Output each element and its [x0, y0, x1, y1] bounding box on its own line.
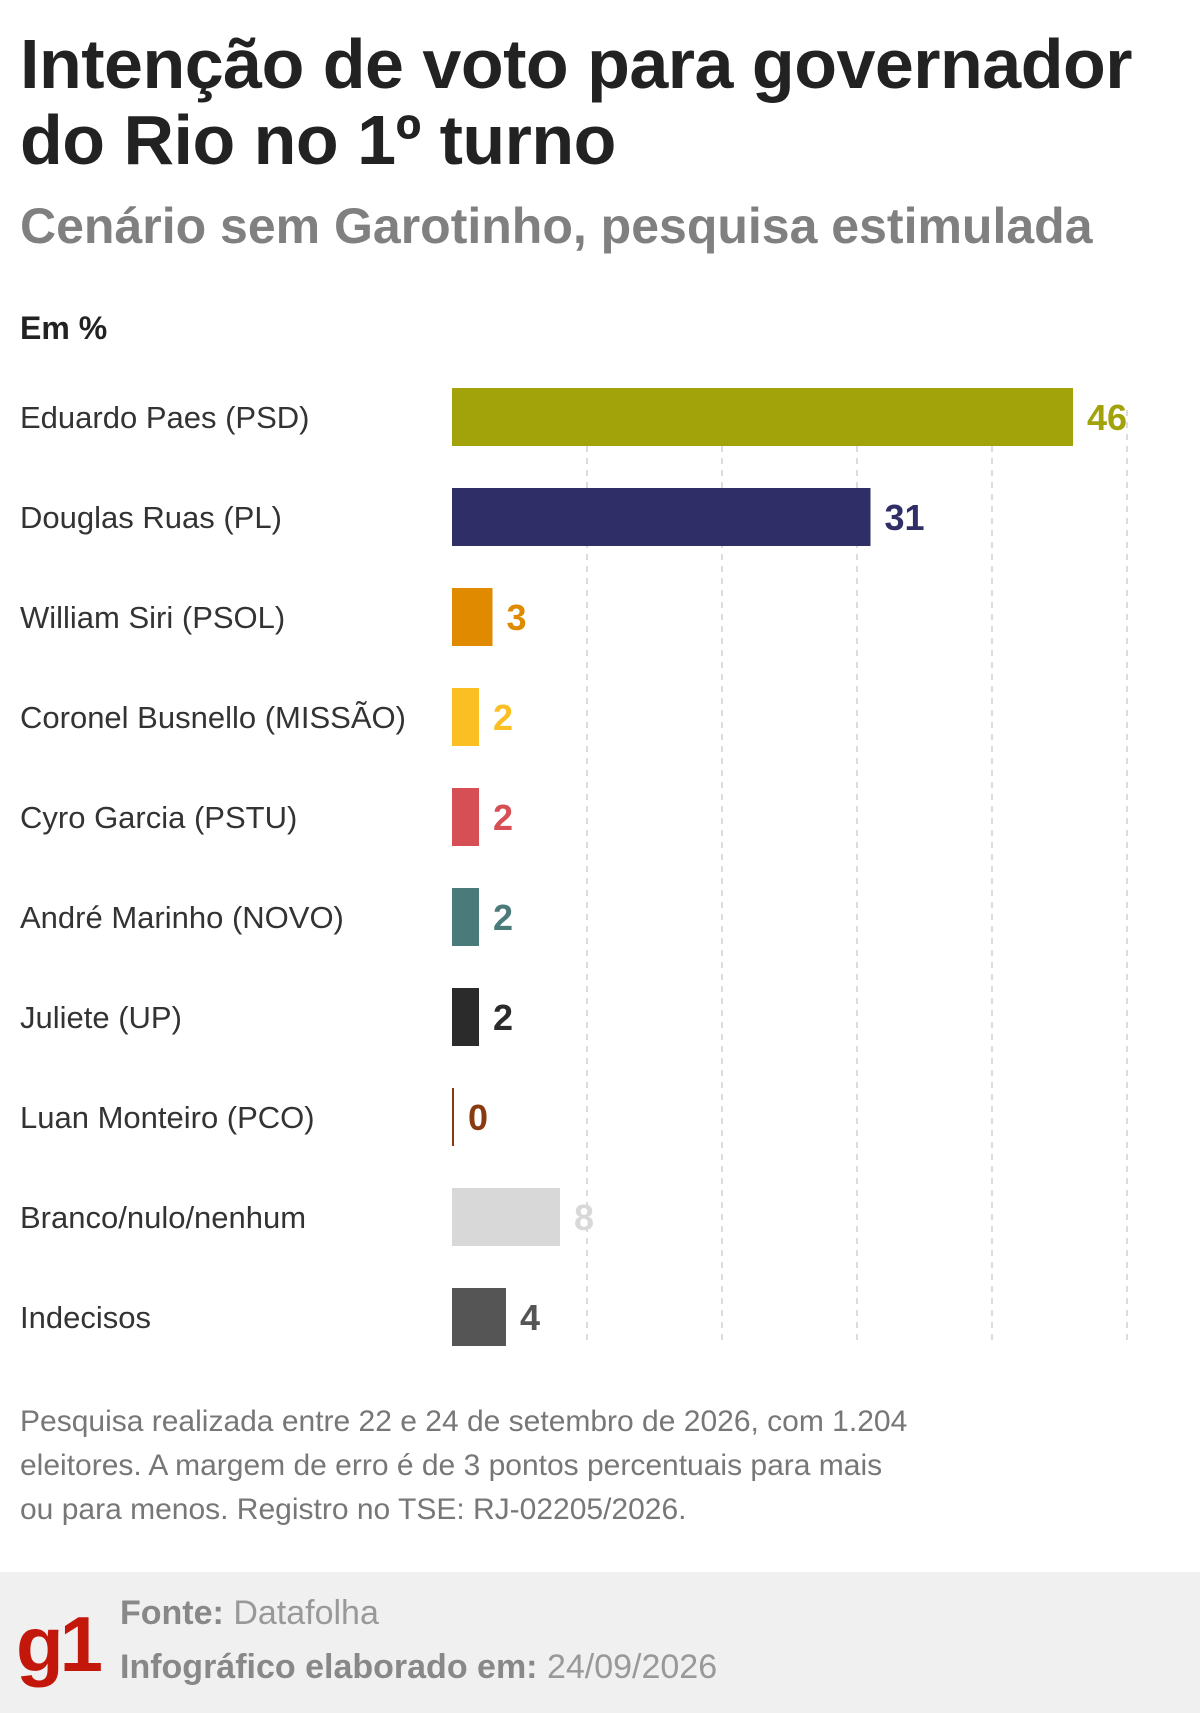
methodology-note: Pesquisa realizada entre 22 e 24 de sete… [20, 1405, 908, 1526]
category-label: André Marinho (NOVO) [20, 900, 344, 935]
g1-logo[interactable]: g1 [16, 1600, 103, 1688]
bar [452, 1188, 560, 1246]
bar [452, 688, 479, 746]
value-label: 31 [885, 497, 925, 538]
bar [452, 388, 1073, 446]
category-label: Coronel Busnello (MISSÃO) [20, 700, 406, 735]
date-value: 24/09/2026 [546, 1648, 718, 1686]
category-label: Indecisos [20, 1300, 151, 1335]
value-label: 2 [493, 997, 513, 1038]
date-label: Infográfico elaborado em: [120, 1648, 538, 1686]
bar-chart: Eduardo Paes (PSD) 46 Douglas Ruas (PL) 31 W… [20, 388, 1128, 1346]
bar [452, 588, 493, 646]
bar [452, 1288, 506, 1346]
category-label: Luan Monteiro (PCO) [20, 1100, 315, 1135]
value-label: 46 [1087, 397, 1127, 438]
value-label: 0 [468, 1097, 488, 1138]
value-label: 2 [493, 697, 513, 738]
source-line: Fonte: Datafolha [120, 1594, 379, 1633]
bar [452, 488, 871, 546]
category-label: Douglas Ruas (PL) [20, 500, 282, 535]
date-line: Infográfico elaborado em: 24/09/2026 [120, 1648, 717, 1687]
unit-label: Em % [20, 310, 108, 346]
bar [452, 788, 479, 846]
value-label: 2 [493, 897, 513, 938]
bar [452, 1088, 454, 1146]
source-label: Fonte: [120, 1594, 224, 1632]
category-label: Branco/nulo/nenhum [20, 1200, 306, 1235]
footer: g1 Fonte: Datafolha Infográfico elaborad… [0, 1572, 1200, 1713]
value-label: 3 [507, 597, 527, 638]
value-label: 4 [520, 1297, 540, 1338]
bar [452, 988, 479, 1046]
category-label: Cyro Garcia (PSTU) [20, 800, 297, 835]
chart-subtitle: Cenário sem Garotinho, pesquisa estimula… [20, 198, 1093, 254]
category-label: Eduardo Paes (PSD) [20, 400, 309, 435]
category-label: William Siri (PSOL) [20, 600, 285, 635]
category-label: Juliete (UP) [20, 1000, 182, 1035]
chart-title: Intenção de voto para governador do Rio … [20, 25, 1133, 179]
value-label: 8 [574, 1197, 594, 1238]
value-label: 2 [493, 797, 513, 838]
bar [452, 888, 479, 946]
source-value: Datafolha [233, 1594, 379, 1632]
